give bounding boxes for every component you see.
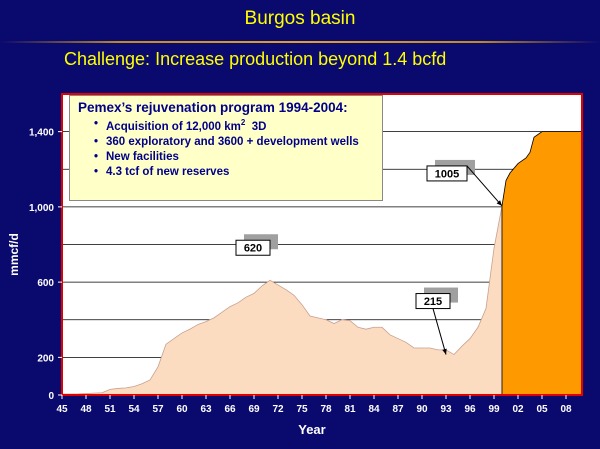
y-tick-label: 1,400 xyxy=(29,128,54,139)
x-tick-label: 87 xyxy=(392,404,404,415)
program-list: Acquisition of 12,000 km2 3D 360 explora… xyxy=(78,118,374,178)
x-tick-label: 60 xyxy=(176,404,188,415)
annotation-arrow xyxy=(466,165,503,207)
title-divider xyxy=(0,41,600,43)
x-tick-label: 05 xyxy=(536,404,548,415)
x-tick-label: 96 xyxy=(464,404,476,415)
y-axis-label: mmcf/d xyxy=(7,233,21,276)
annotation-box xyxy=(426,165,468,182)
y-tick-label: 600 xyxy=(37,278,54,289)
x-tick-label: 02 xyxy=(512,404,524,415)
y-tick-label: 1,000 xyxy=(29,203,54,214)
plot-frame xyxy=(61,93,583,396)
x-tick-label: 72 xyxy=(272,404,284,415)
x-tick-label: 69 xyxy=(248,404,260,415)
annotation-arrowhead xyxy=(442,348,447,355)
annotation-label: 1005 xyxy=(435,168,459,180)
x-tick-label: 54 xyxy=(128,404,140,415)
series-area-historical xyxy=(61,205,503,396)
x-tick-label: 81 xyxy=(344,404,356,415)
slide-title: Burgos basin xyxy=(244,8,356,29)
x-tick-label: 75 xyxy=(296,404,308,415)
slide-subtitle: Challenge: Increase production beyond 1.… xyxy=(64,49,447,69)
x-tick-label: 63 xyxy=(200,404,212,415)
program-info-box: Pemex’s rejuvenation program 1994-2004: … xyxy=(69,95,383,201)
x-tick-label: 57 xyxy=(152,404,164,415)
program-item-acquisition: Acquisition of 12,000 km2 3D xyxy=(94,118,374,133)
annotation-box xyxy=(235,239,271,256)
x-tick-label: 45 xyxy=(56,404,68,415)
annotation-label: 215 xyxy=(424,296,442,308)
program-item-wells: 360 exploratory and 3600 + development w… xyxy=(94,136,374,148)
x-tick-label: 48 xyxy=(80,404,92,415)
annotation-arrow xyxy=(432,308,447,355)
x-tick-label: 78 xyxy=(320,404,332,415)
x-tick-label: 51 xyxy=(104,404,116,415)
program-heading: Pemex’s rejuvenation program 1994-2004: xyxy=(78,100,348,115)
program-item-reserves: 4.3 tcf of new reserves xyxy=(94,166,374,178)
x-tick-label: 99 xyxy=(488,404,500,415)
y-tick-label: 0 xyxy=(48,391,54,402)
program-item-facilities: New facilities xyxy=(94,151,374,163)
annotation-arrowhead xyxy=(496,200,502,206)
y-tick-label: 200 xyxy=(37,353,54,364)
x-tick-label: 90 xyxy=(416,404,428,415)
x-tick-label: 84 xyxy=(368,404,380,415)
x-tick-label: 08 xyxy=(560,404,572,415)
annotation-label: 620 xyxy=(244,243,262,255)
x-tick-label: 66 xyxy=(224,404,236,415)
x-axis-label: Year xyxy=(298,422,325,437)
series-area-forecast xyxy=(501,131,583,396)
x-tick-label: 93 xyxy=(440,404,452,415)
